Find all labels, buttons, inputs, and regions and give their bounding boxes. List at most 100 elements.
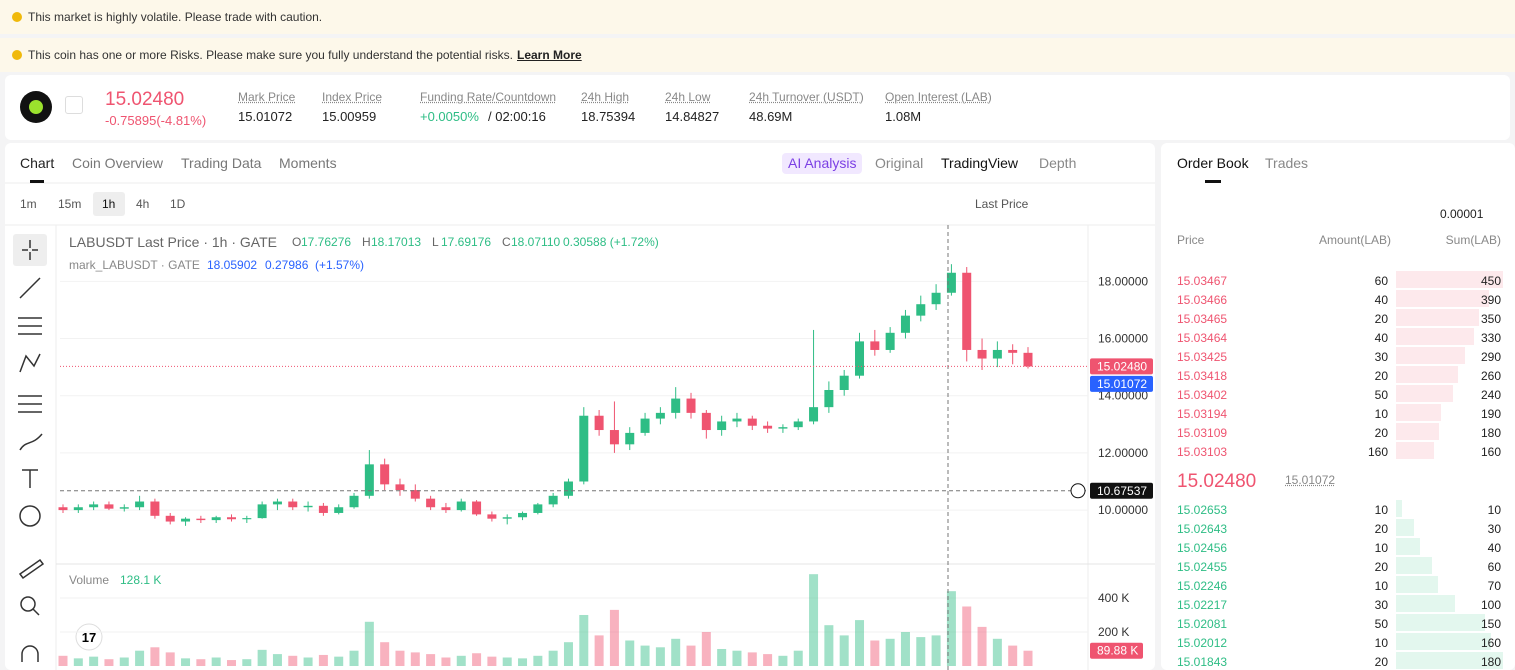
volume-tag-label: 89.88 K bbox=[1097, 644, 1138, 658]
volume-bar bbox=[625, 640, 635, 666]
candle-body bbox=[487, 514, 497, 519]
chart-tab[interactable]: Chart bbox=[20, 155, 55, 171]
depth-bar bbox=[1396, 633, 1492, 650]
svg-text:17: 17 bbox=[82, 630, 96, 645]
book-tab[interactable]: Order Book bbox=[1177, 155, 1249, 171]
candle-body bbox=[732, 418, 742, 422]
candle-body bbox=[778, 427, 788, 429]
ohlc-key: C bbox=[502, 235, 511, 249]
book-price: 15.03402 bbox=[1177, 388, 1228, 402]
precision[interactable]: 0.00001 bbox=[1440, 207, 1484, 221]
book-amount: 20 bbox=[1374, 560, 1388, 574]
banner-text: This market is highly volatile. Please t… bbox=[28, 10, 323, 24]
candle-body bbox=[763, 425, 773, 429]
volume-bar bbox=[349, 650, 359, 666]
volume-bar bbox=[89, 656, 99, 666]
volume-current: 128.1 K bbox=[120, 573, 162, 587]
candle-body bbox=[364, 464, 374, 496]
candle-body bbox=[992, 349, 1002, 359]
chart-tab[interactable]: Moments bbox=[279, 155, 337, 171]
favorite-star[interactable] bbox=[65, 96, 83, 114]
book-price: 15.03465 bbox=[1177, 312, 1228, 326]
candle-body bbox=[426, 498, 436, 508]
y-tick-label: 200 K bbox=[1098, 625, 1129, 639]
volume-bar bbox=[839, 635, 849, 666]
volume-bar bbox=[809, 574, 819, 666]
chart-tab[interactable]: Coin Overview bbox=[72, 155, 164, 171]
book-amount: 10 bbox=[1374, 579, 1388, 593]
book-amount: 20 bbox=[1374, 426, 1388, 440]
interval[interactable]: 1D bbox=[170, 197, 186, 211]
ohlc-value: 18.17013 bbox=[371, 235, 422, 249]
book-amount: 20 bbox=[1374, 655, 1388, 669]
interval[interactable]: 1h bbox=[102, 197, 116, 211]
volume-bar bbox=[502, 657, 512, 666]
book-price: 15.03418 bbox=[1177, 369, 1228, 383]
volume-bar bbox=[992, 638, 1002, 666]
candle-body bbox=[226, 517, 236, 520]
candle-body bbox=[548, 495, 558, 505]
banner bbox=[0, 38, 1515, 72]
price-type[interactable]: Last Price bbox=[975, 197, 1029, 211]
book-tab[interactable]: Trades bbox=[1265, 155, 1309, 171]
chart-panel bbox=[5, 143, 1155, 670]
stat-value: +0.0050% bbox=[420, 109, 479, 124]
view-tab[interactable]: Original bbox=[875, 155, 924, 171]
interval[interactable]: 1m bbox=[20, 197, 37, 211]
book-amount: 30 bbox=[1374, 598, 1388, 612]
volume-bar bbox=[900, 631, 910, 666]
mark-line-value: 18.05902 bbox=[207, 258, 258, 272]
volume-bar bbox=[793, 650, 803, 666]
volume-bar bbox=[303, 657, 313, 666]
stat-value: 15.01072 bbox=[238, 109, 293, 124]
candle-body bbox=[855, 341, 865, 376]
candle-body bbox=[472, 501, 482, 515]
volume-title: Volume bbox=[69, 573, 110, 587]
book-sum: 30 bbox=[1487, 522, 1501, 536]
volume-bar bbox=[671, 638, 681, 666]
book-sum: 160 bbox=[1480, 445, 1501, 459]
book-amount: 40 bbox=[1374, 293, 1388, 307]
interval[interactable]: 15m bbox=[58, 197, 82, 211]
ohlc-key: L bbox=[432, 235, 439, 249]
book-sum: 350 bbox=[1480, 312, 1501, 326]
view-tab[interactable]: Depth bbox=[1039, 155, 1077, 171]
volume-bar bbox=[778, 655, 788, 666]
candle-body bbox=[395, 484, 405, 491]
candle-body bbox=[73, 507, 83, 511]
tab-underline bbox=[30, 180, 44, 183]
ohlc-key: O bbox=[292, 235, 302, 249]
depth-bar bbox=[1396, 500, 1402, 517]
view-tab[interactable]: TradingView bbox=[941, 155, 1019, 171]
book-amount: 20 bbox=[1374, 312, 1388, 326]
candle-body bbox=[135, 501, 145, 508]
book-price: 15.02455 bbox=[1177, 560, 1228, 574]
volume-bar bbox=[962, 606, 972, 666]
depth-bar bbox=[1396, 576, 1438, 593]
interval[interactable]: 4h bbox=[136, 197, 150, 211]
book-sum: 70 bbox=[1487, 579, 1501, 593]
book-price: 15.02456 bbox=[1177, 541, 1228, 555]
volume-bar bbox=[1008, 645, 1018, 666]
candle-body bbox=[717, 421, 727, 431]
volume-bar bbox=[150, 647, 160, 666]
learn-more-link[interactable]: Learn More bbox=[517, 48, 582, 62]
drawing-tools[interactable] bbox=[13, 234, 47, 662]
depth-bar bbox=[1396, 423, 1439, 440]
book-price: 15.01843 bbox=[1177, 655, 1228, 669]
volume-bar bbox=[916, 637, 926, 666]
candle-body bbox=[89, 504, 99, 508]
stat-value: 14.84827 bbox=[665, 109, 720, 124]
price-tag bbox=[1090, 358, 1153, 375]
view-tab[interactable]: AI Analysis bbox=[788, 155, 857, 171]
y-tick-label: 400 K bbox=[1098, 591, 1129, 605]
banner-text: This coin has one or more Risks. Please … bbox=[28, 48, 513, 62]
candle-body bbox=[579, 415, 589, 482]
volume-bar bbox=[135, 650, 145, 666]
chart-tab[interactable]: Trading Data bbox=[181, 155, 262, 171]
candle-body bbox=[380, 464, 390, 485]
depth-bar bbox=[1396, 290, 1489, 307]
volume-bar bbox=[732, 650, 742, 666]
column-header: Price bbox=[1177, 233, 1205, 247]
